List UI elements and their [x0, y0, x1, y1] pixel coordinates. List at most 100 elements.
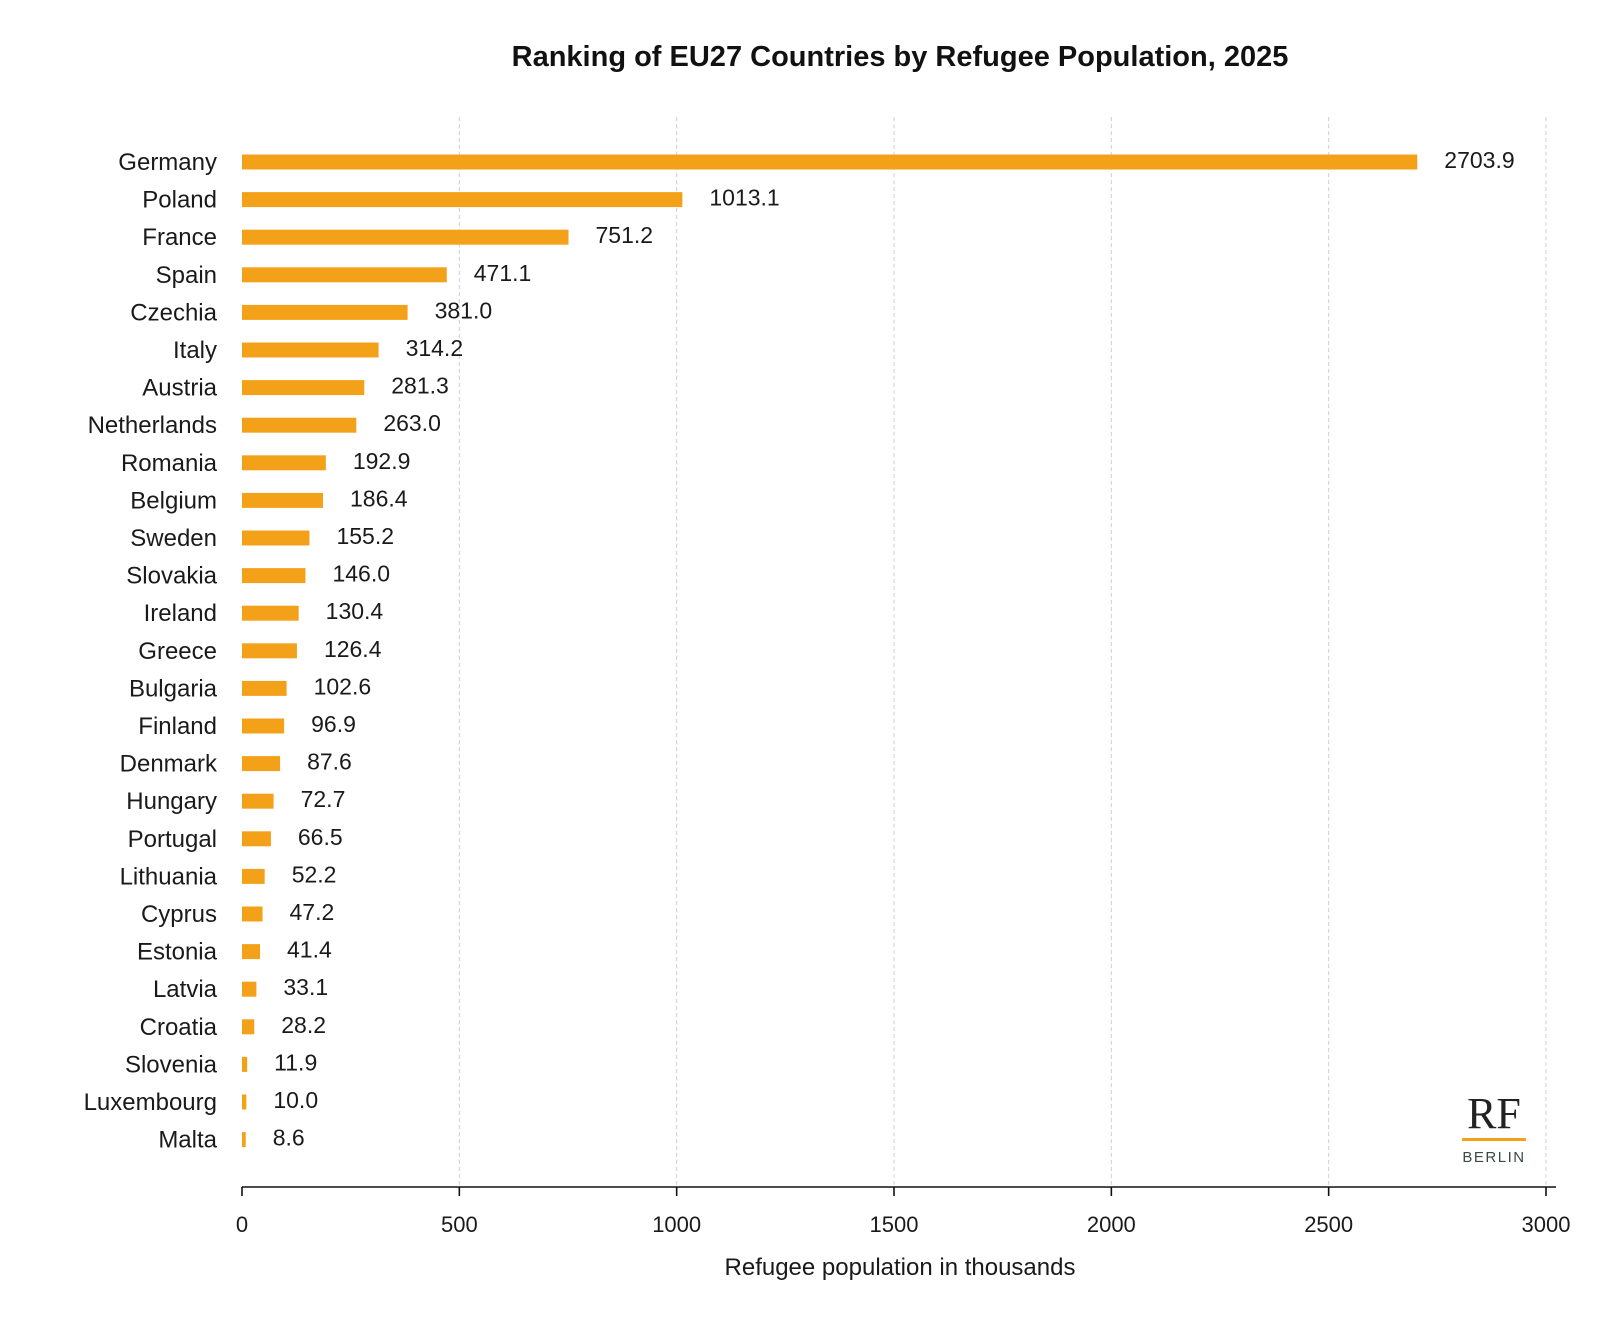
x-tick-label-3000: 3000	[1522, 1212, 1571, 1237]
logo-mark: RF	[1467, 1089, 1521, 1138]
value-label-cyprus: 47.2	[290, 899, 335, 925]
bar-greece	[242, 643, 297, 659]
category-label-latvia: Latvia	[153, 976, 218, 1003]
bar-estonia	[242, 944, 260, 960]
category-label-malta: Malta	[158, 1127, 217, 1154]
value-label-latvia: 33.1	[283, 974, 328, 1000]
logo-city: BERLIN	[1462, 1149, 1525, 1166]
value-label-malta: 8.6	[273, 1125, 305, 1151]
value-label-luxembourg: 10.0	[273, 1087, 318, 1113]
category-label-germany: Germany	[118, 149, 217, 176]
category-label-finland: Finland	[138, 713, 217, 740]
category-label-bulgaria: Bulgaria	[129, 675, 218, 702]
chart-title: Ranking of EU27 Countries by Refugee Pop…	[512, 41, 1289, 73]
bar-lithuania	[242, 868, 265, 884]
bar-finland	[242, 718, 285, 734]
bar-poland	[242, 192, 683, 208]
x-tick-label-0: 0	[236, 1212, 248, 1237]
category-label-portugal: Portugal	[128, 826, 217, 853]
category-label-cyprus: Cyprus	[141, 901, 217, 928]
value-label-netherlands: 263.0	[383, 410, 441, 436]
x-axis-title: Refugee population in thousands	[725, 1254, 1076, 1281]
bar-austria	[242, 380, 365, 396]
bar-cyprus	[242, 906, 263, 922]
value-label-austria: 281.3	[391, 373, 449, 399]
value-label-portugal: 66.5	[298, 824, 343, 850]
category-label-croatia: Croatia	[140, 1014, 218, 1041]
value-label-slovakia: 146.0	[332, 561, 390, 587]
value-label-slovenia: 11.9	[274, 1049, 317, 1075]
grid-lines	[458, 117, 1547, 1187]
value-label-lithuania: 52.2	[292, 861, 337, 887]
bar-belgium	[242, 492, 324, 508]
value-label-estonia: 41.4	[287, 937, 332, 963]
value-label-ireland: 130.4	[326, 598, 384, 624]
bar-hungary	[242, 793, 274, 809]
value-label-hungary: 72.7	[301, 786, 346, 812]
bar-germany	[242, 154, 1418, 170]
value-label-croatia: 28.2	[281, 1012, 326, 1038]
category-labels: Germany Poland France Spain Czechia Italy Aust…	[84, 149, 218, 1154]
bar-france	[242, 229, 569, 245]
x-tick-label-2000: 2000	[1087, 1212, 1136, 1237]
x-tick-label-1000: 1000	[652, 1212, 701, 1237]
value-label-greece: 126.4	[324, 636, 382, 662]
bar-romania	[242, 455, 326, 471]
category-label-poland: Poland	[142, 187, 217, 214]
bar-croatia	[242, 1019, 255, 1035]
x-tick-label-500: 500	[441, 1212, 478, 1237]
bar-czechia	[242, 304, 408, 320]
category-label-luxembourg: Luxembourg	[84, 1089, 217, 1116]
category-label-czechia: Czechia	[130, 299, 217, 326]
value-label-romania: 192.9	[353, 448, 411, 474]
bar-luxembourg	[242, 1094, 247, 1110]
category-label-denmark: Denmark	[120, 751, 218, 778]
bar-sweden	[242, 530, 310, 546]
category-label-netherlands: Netherlands	[88, 412, 217, 439]
category-label-france: France	[142, 224, 217, 251]
category-label-hungary: Hungary	[126, 788, 217, 815]
bar-italy	[242, 342, 379, 358]
rf-berlin-logo: RF BERLIN	[1462, 1089, 1526, 1166]
value-label-germany: 2703.9	[1444, 147, 1514, 173]
x-axis: 0 500 1000 1500 2000 2500 3000	[236, 1186, 1571, 1237]
bars	[242, 154, 1418, 1148]
value-label-bulgaria: 102.6	[314, 673, 372, 699]
logo-rule	[1462, 1138, 1526, 1141]
value-label-sweden: 155.2	[336, 523, 394, 549]
category-label-lithuania: Lithuania	[120, 863, 218, 890]
value-label-denmark: 87.6	[307, 749, 352, 775]
value-label-czechia: 381.0	[435, 297, 493, 323]
value-label-italy: 314.2	[406, 335, 464, 361]
bar-denmark	[242, 756, 281, 772]
value-label-poland: 1013.1	[709, 185, 779, 211]
category-label-spain: Spain	[156, 262, 217, 289]
bar-bulgaria	[242, 680, 287, 696]
category-label-estonia: Estonia	[137, 939, 218, 966]
value-label-finland: 96.9	[311, 711, 356, 737]
category-label-italy: Italy	[173, 337, 217, 364]
value-labels: 2703.9 1013.1 751.2 471.1 381.0 314.2 281.3 263…	[273, 147, 1515, 1151]
bar-spain	[242, 267, 447, 283]
bar-slovenia	[242, 1056, 248, 1072]
category-label-sweden: Sweden	[130, 525, 217, 552]
value-label-france: 751.2	[596, 222, 654, 248]
category-label-greece: Greece	[138, 638, 217, 665]
bar-ireland	[242, 605, 299, 621]
category-label-slovenia: Slovenia	[125, 1051, 218, 1078]
value-label-belgium: 186.4	[350, 485, 408, 511]
bar-netherlands	[242, 417, 357, 433]
bar-portugal	[242, 831, 271, 847]
x-tick-label-1500: 1500	[870, 1212, 919, 1237]
bar-malta	[242, 1132, 246, 1148]
category-label-belgium: Belgium	[130, 487, 217, 514]
category-label-slovakia: Slovakia	[126, 563, 217, 590]
category-label-austria: Austria	[142, 375, 217, 402]
bar-slovakia	[242, 568, 306, 584]
bar-latvia	[242, 981, 257, 997]
category-label-ireland: Ireland	[144, 600, 217, 627]
category-label-romania: Romania	[121, 450, 218, 477]
x-tick-label-2500: 2500	[1304, 1212, 1353, 1237]
value-label-spain: 471.1	[474, 260, 532, 286]
